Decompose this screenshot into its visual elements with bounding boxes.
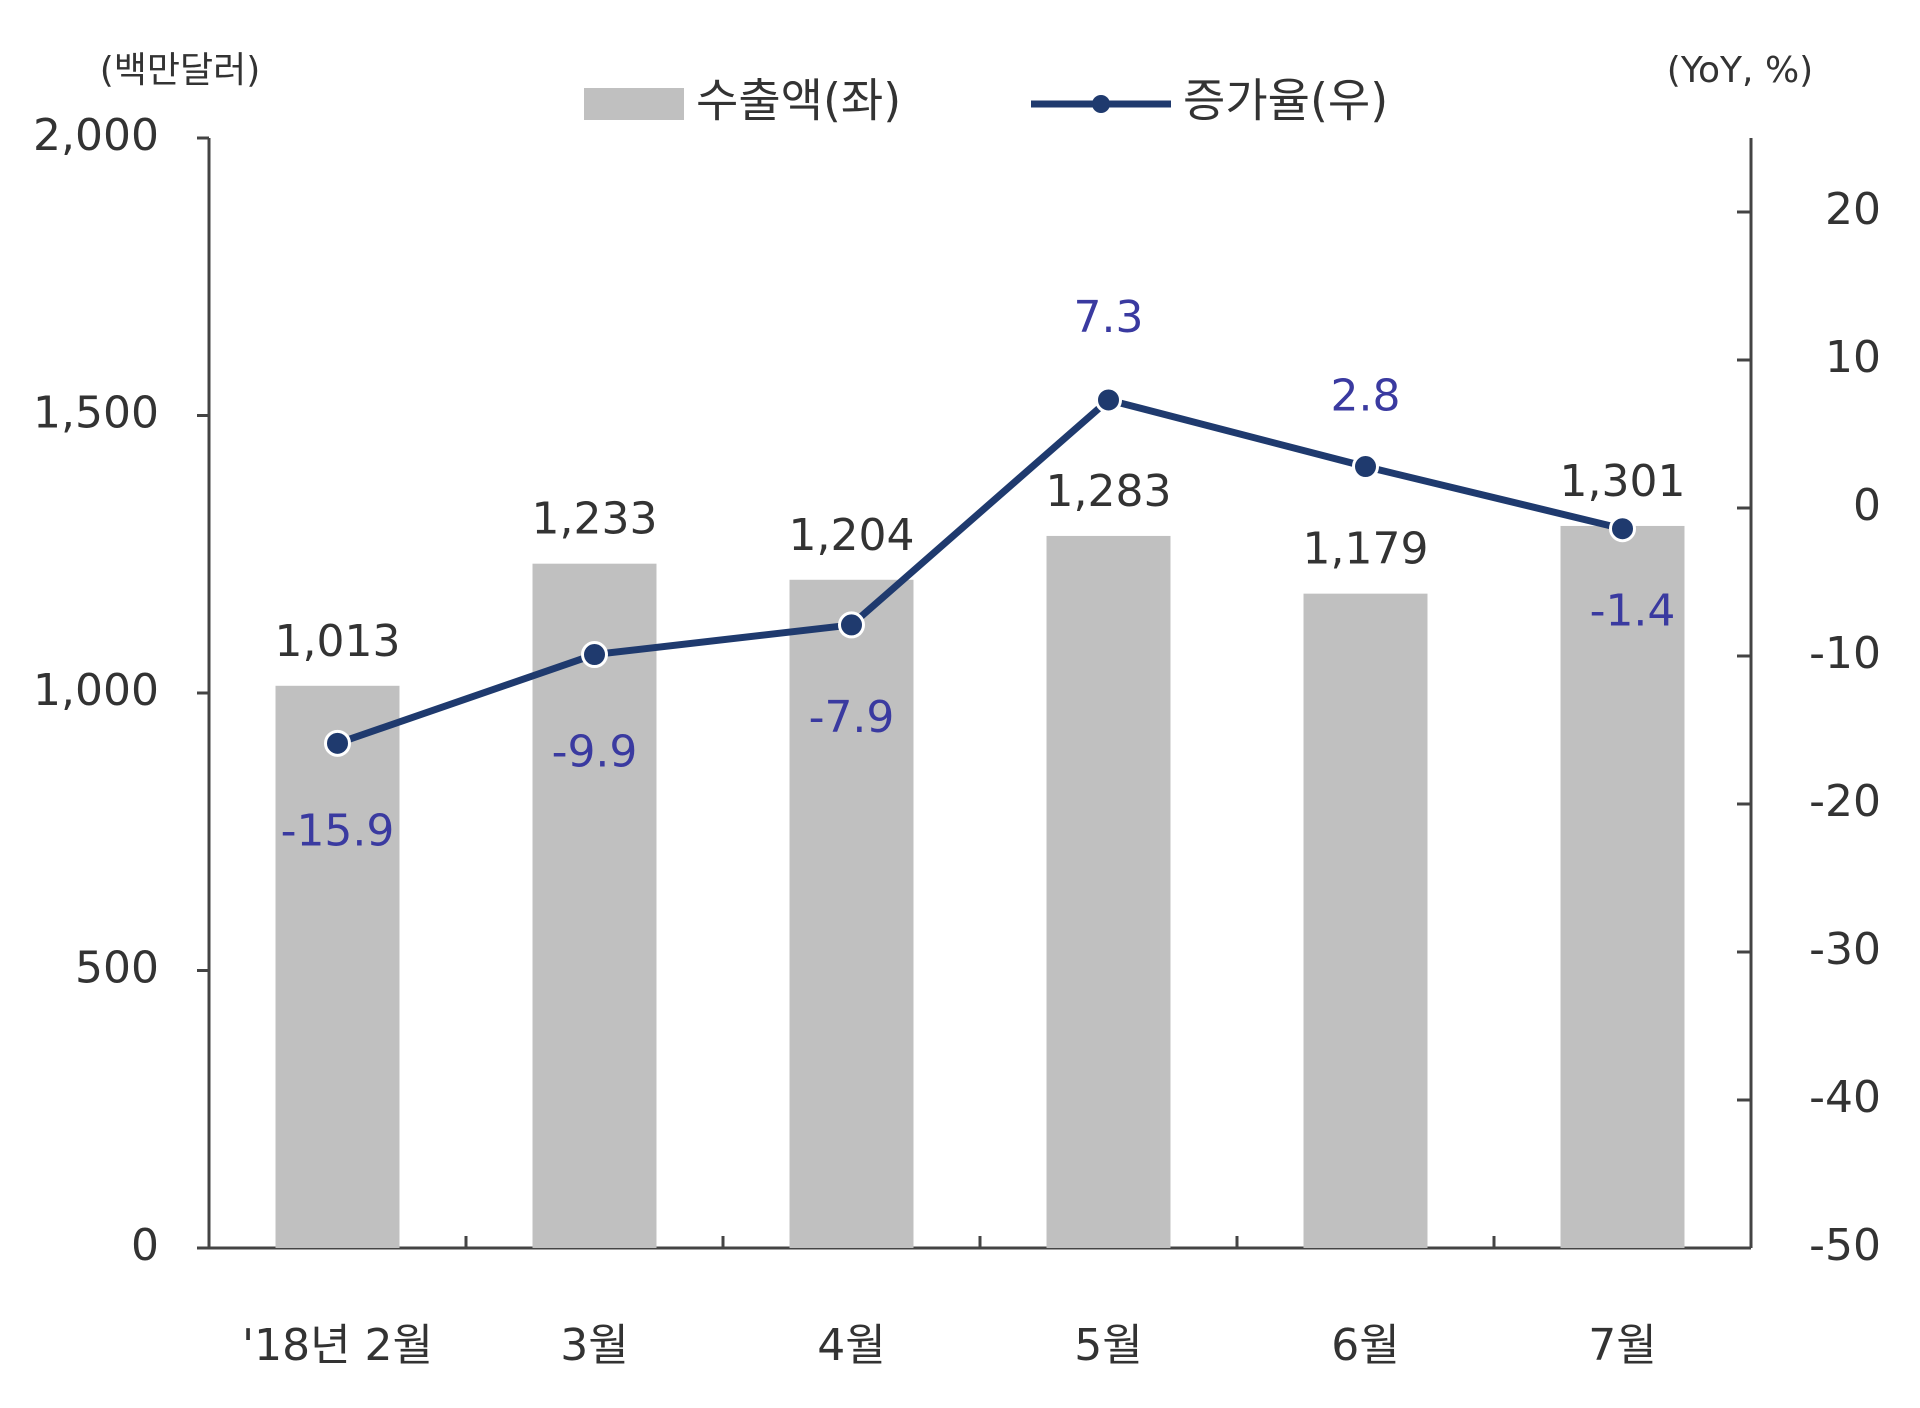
y2-tick-label: -20 [1809,776,1881,827]
line-value-label: -15.9 [281,805,395,856]
x-tick-label: 3월 [560,1320,628,1371]
y2-tick-label: -50 [1809,1220,1881,1271]
line-value-label: 7.3 [1074,292,1144,343]
line-marker [1095,386,1122,414]
line-value-label: -9.9 [552,727,638,778]
legend-marker [1092,95,1110,113]
bar-value-label: 1,233 [532,494,658,545]
bar [275,685,400,1248]
y-axis-label: (백만달러) [100,50,261,91]
y-tick-label: 2,000 [33,110,159,161]
line-value-label: -7.9 [809,692,895,743]
line-marker [1609,515,1636,543]
bar [1560,525,1685,1248]
bar-value-label: 1,179 [1303,524,1429,575]
y2-axis-label: (YoY, %) [1667,50,1813,91]
bar [532,563,657,1248]
line-marker [838,611,865,639]
line [336,396,1624,747]
y2-tick-label: -10 [1809,628,1881,679]
y2-tick-label: -30 [1809,924,1881,975]
x-tick-label: 7월 [1588,1320,1656,1371]
line-marker [581,641,608,669]
x-tick-label: '18년 2월 [242,1320,433,1371]
y2-tick-label: 10 [1825,332,1881,383]
bar-value-label: 1,013 [275,616,401,667]
bar-value-label: 1,301 [1560,456,1686,507]
y-tick-label: 1,000 [33,665,159,716]
x-tick-label: 4월 [817,1320,885,1371]
bar [1303,593,1428,1248]
y2-tick-label: -40 [1809,1072,1881,1123]
bar-value-label: 1,283 [1046,466,1172,517]
y2-tick-label: 0 [1853,480,1881,531]
x-tick-label: 5월 [1074,1320,1142,1371]
legend-label: 증가율(우) [1183,74,1388,128]
bar [789,579,914,1248]
legend-swatch [584,88,684,120]
bar-value-label: 1,204 [789,510,915,561]
y2-tick-label: 20 [1825,184,1881,235]
y-tick-label: 1,500 [33,388,159,439]
y-tick-label: 500 [75,943,159,994]
x-tick-label: 6월 [1331,1320,1399,1371]
line-marker [324,729,351,757]
y-tick-label: 0 [131,1220,159,1271]
line-marker [1352,453,1379,481]
line-value-label: -1.4 [1590,586,1676,637]
legend-label: 수출액(좌) [696,74,901,128]
bar [1046,535,1171,1248]
line-value-label: 2.8 [1331,371,1401,422]
